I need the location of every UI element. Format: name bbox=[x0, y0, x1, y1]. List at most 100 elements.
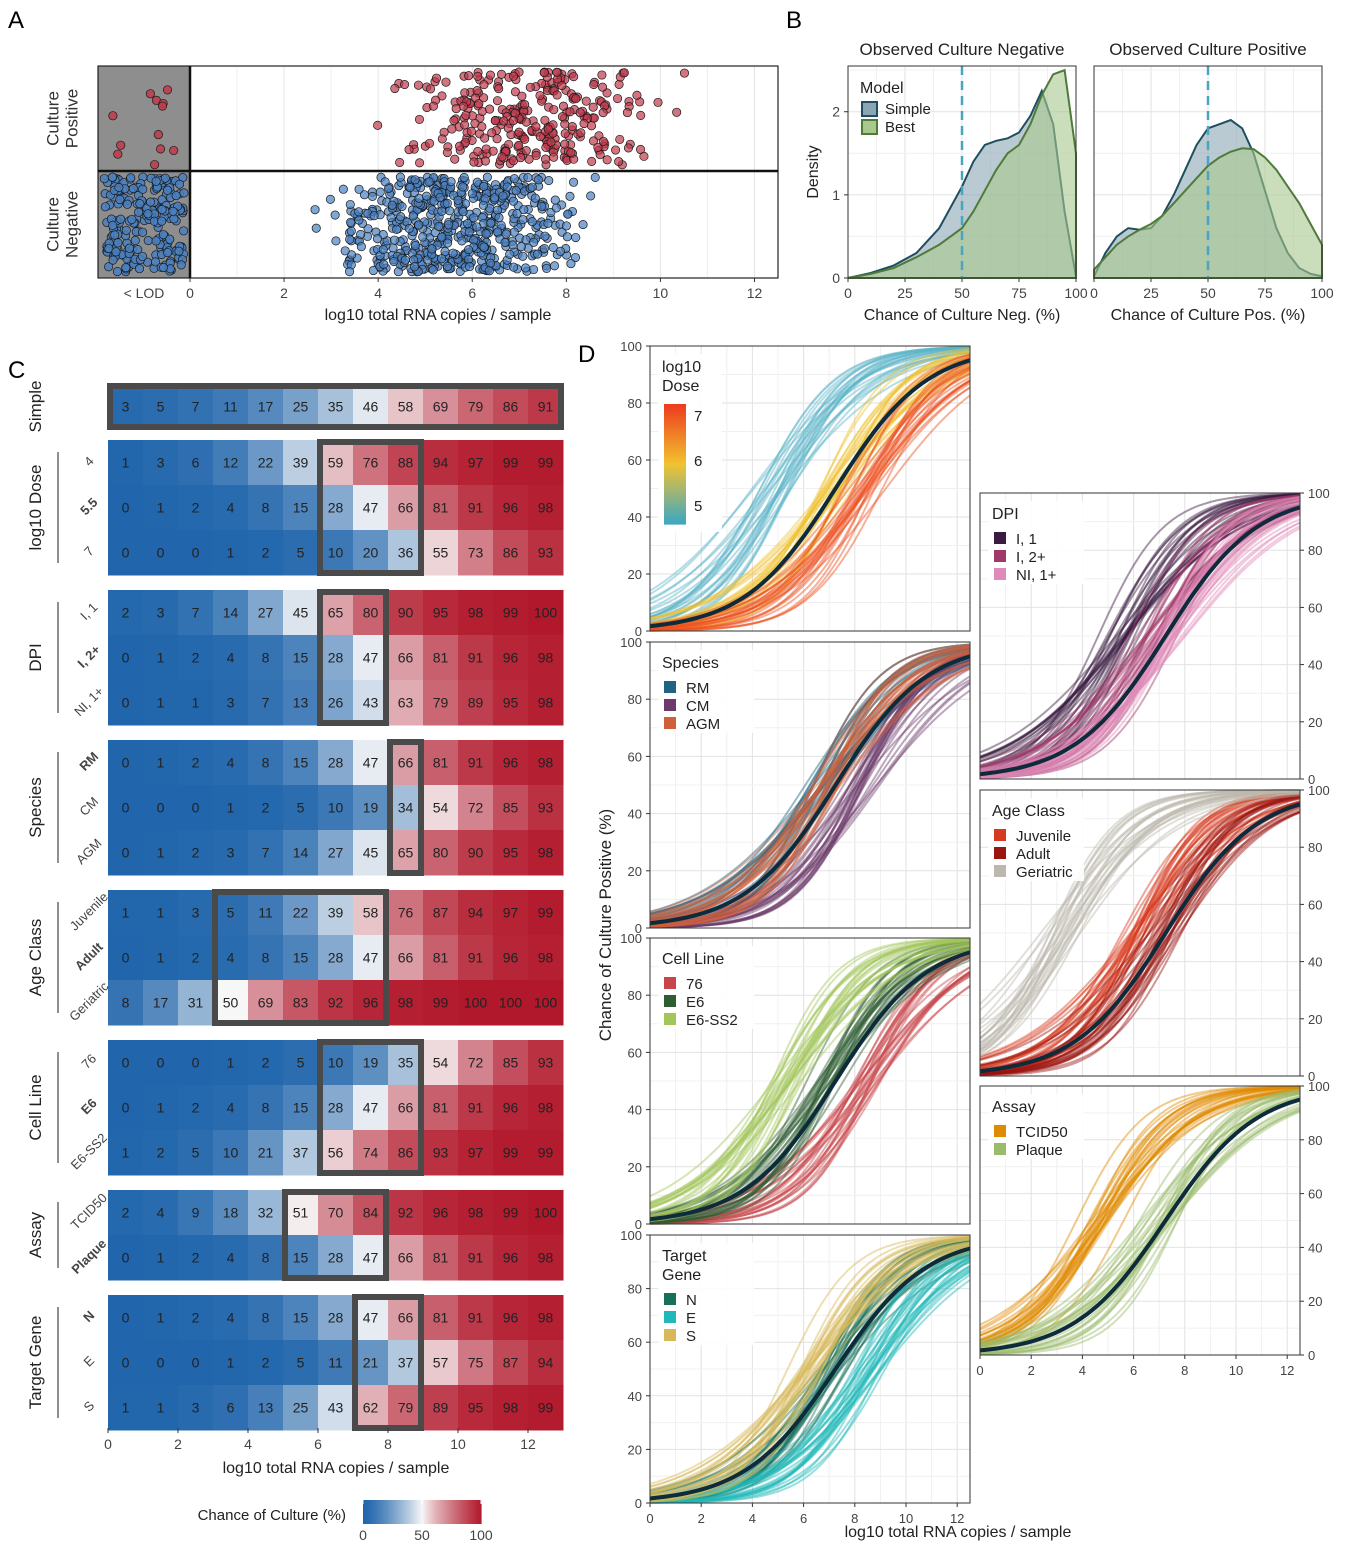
gradient-segment bbox=[664, 490, 686, 493]
heat-cell-label: 81 bbox=[433, 755, 449, 771]
posterior-curve-0 bbox=[979, 791, 1301, 1075]
facet-border bbox=[979, 789, 1301, 1077]
data-point bbox=[346, 217, 356, 227]
heat-cell-label: 87 bbox=[433, 905, 449, 921]
colorbar-segment bbox=[459, 1500, 462, 1524]
data-point bbox=[464, 227, 474, 237]
heat-cell bbox=[318, 830, 354, 876]
heat-cell bbox=[143, 890, 179, 936]
row-label: I, 1 bbox=[77, 600, 100, 623]
heat-cell bbox=[528, 830, 564, 876]
data-point bbox=[520, 134, 530, 144]
heat-cell bbox=[213, 830, 249, 876]
heat-cell-label: 99 bbox=[433, 995, 449, 1011]
data-point-lod bbox=[156, 144, 166, 154]
x-tick-label: 6 bbox=[1130, 1363, 1137, 1378]
data-point-lod bbox=[111, 247, 121, 257]
posterior-curve-0 bbox=[979, 1090, 1301, 1334]
heat-cell bbox=[493, 680, 529, 726]
heat-cell bbox=[528, 680, 564, 726]
data-point bbox=[516, 242, 526, 252]
posterior-curve-2 bbox=[649, 372, 971, 630]
y-tick-label: 0 bbox=[635, 1496, 642, 1511]
heat-cell-label: 47 bbox=[363, 950, 379, 966]
data-point-lod bbox=[150, 257, 161, 267]
data-point bbox=[576, 128, 586, 138]
heat-cell bbox=[458, 680, 494, 726]
data-point bbox=[346, 226, 356, 236]
data-point bbox=[525, 82, 535, 92]
data-point-lod bbox=[115, 194, 125, 205]
row-label: Geriatric bbox=[66, 978, 112, 1024]
heat-cell bbox=[248, 890, 284, 936]
data-point bbox=[514, 127, 524, 137]
heat-cell bbox=[353, 440, 389, 486]
data-point bbox=[571, 94, 581, 104]
colorbar-segment bbox=[418, 1500, 421, 1524]
colorbar-segment bbox=[417, 1500, 420, 1524]
data-point bbox=[408, 211, 418, 221]
posterior-curve-1 bbox=[979, 811, 1301, 1067]
heat-cell bbox=[528, 590, 564, 636]
gradient-segment bbox=[664, 460, 686, 463]
x-tick-label: 8 bbox=[1181, 1363, 1188, 1378]
data-point bbox=[498, 191, 508, 201]
heat-cell bbox=[108, 740, 144, 786]
posterior-curve-0 bbox=[649, 646, 971, 926]
x-tick-label: 4 bbox=[749, 1511, 756, 1526]
heat-cell-label: 17 bbox=[153, 995, 169, 1011]
posterior-curve-2 bbox=[979, 502, 1301, 779]
heat-cell-label: 89 bbox=[433, 1400, 449, 1416]
posterior-curve-2 bbox=[649, 366, 971, 630]
data-point bbox=[514, 140, 524, 150]
posterior-curve-0 bbox=[649, 643, 971, 927]
posterior-curve-1 bbox=[649, 1256, 971, 1504]
heat-cell bbox=[248, 440, 284, 486]
heat-cell bbox=[423, 980, 459, 1026]
colorbar-segment bbox=[381, 1500, 384, 1524]
heat-cell bbox=[108, 384, 144, 430]
posterior-curve-2 bbox=[979, 789, 1300, 1051]
heat-cell bbox=[388, 785, 424, 831]
posterior-curve-2 bbox=[649, 938, 971, 1215]
colorbar-segment bbox=[385, 1500, 388, 1524]
heat-cell bbox=[493, 384, 529, 430]
heat-cell bbox=[108, 1385, 144, 1431]
posterior-curve-1 bbox=[649, 654, 971, 929]
data-point-lod bbox=[143, 209, 153, 219]
data-point bbox=[602, 155, 612, 165]
heat-cell bbox=[458, 530, 494, 576]
posterior-curve-0 bbox=[649, 970, 971, 1224]
legend-key bbox=[664, 977, 676, 989]
heat-cell bbox=[318, 384, 354, 430]
posterior-curve-2 bbox=[649, 353, 971, 631]
highlight-box bbox=[317, 439, 424, 576]
heat-cell-label: 95 bbox=[503, 845, 519, 861]
heat-cell-label: 1 bbox=[157, 650, 165, 666]
heat-cell bbox=[318, 1385, 354, 1431]
posterior-curve-2 bbox=[649, 1243, 971, 1497]
posterior-curve-2 bbox=[649, 943, 971, 1209]
x-axis-title: log10 total RNA copies / sample bbox=[845, 1524, 1072, 1541]
heat-cell bbox=[493, 1190, 529, 1236]
data-point bbox=[479, 181, 489, 191]
heat-cell-label: 65 bbox=[398, 845, 414, 861]
posterior-curve-1 bbox=[979, 496, 1301, 779]
heat-cell-label: 63 bbox=[398, 695, 414, 711]
heat-cell bbox=[213, 1385, 249, 1431]
heat-cell bbox=[458, 485, 494, 531]
heat-cell-label: 17 bbox=[258, 399, 274, 415]
posterior-curve-2 bbox=[649, 367, 971, 631]
posterior-curve-2 bbox=[649, 1238, 971, 1502]
heat-cell-label: 81 bbox=[433, 500, 449, 516]
posterior-curve-2 bbox=[979, 792, 1301, 1025]
heat-cell bbox=[213, 530, 249, 576]
heat-cell bbox=[493, 440, 529, 486]
posterior-curve-0 bbox=[649, 966, 971, 1224]
posterior-curve-0 bbox=[649, 973, 971, 1221]
legend-label: I, 1 bbox=[1016, 531, 1037, 548]
heat-cell bbox=[108, 530, 144, 576]
posterior-curve-0 bbox=[979, 803, 1301, 1058]
x-tick-label: 6 bbox=[314, 1436, 322, 1452]
highlight-box bbox=[212, 889, 389, 1026]
